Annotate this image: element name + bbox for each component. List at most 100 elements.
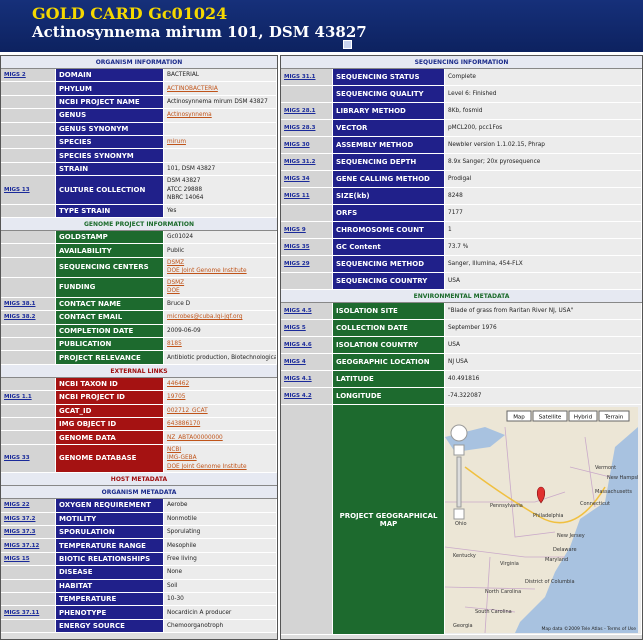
field-label: DISEASE	[56, 566, 164, 579]
map-type-button[interactable]	[506, 410, 532, 421]
migs-cell	[1, 244, 56, 257]
migs-cell	[1, 257, 56, 277]
value-text[interactable]: ACTINOBACTERIA	[167, 85, 218, 92]
migs-link[interactable]: MIGS 28.1	[284, 108, 316, 114]
field-label: PHYLUM	[56, 82, 164, 95]
migs-link[interactable]: MIGS 11	[284, 193, 310, 199]
value-text: 101, DSM 43827	[167, 165, 216, 172]
map-type-button[interactable]	[568, 410, 598, 421]
migs-link[interactable]: MIGS 9	[284, 227, 306, 233]
field-label: TYPE STRAIN	[56, 204, 164, 218]
field-label: GEOGRAPHIC LOCATION	[333, 354, 445, 370]
migs-cell	[281, 273, 333, 289]
value-line[interactable]: DSMZ	[167, 279, 185, 286]
zoom-in[interactable]	[453, 444, 465, 455]
field-label: AVAILABILITY	[56, 244, 164, 257]
migs-link[interactable]: MIGS 29	[284, 261, 310, 267]
migs-link[interactable]: MIGS 28.3	[284, 125, 316, 131]
migs-link[interactable]: MIGS 4.5	[284, 308, 312, 314]
map-type-label[interactable]: Terrain	[604, 414, 624, 420]
value-line[interactable]: DOE	[167, 288, 180, 295]
migs-link[interactable]: MIGS 35	[284, 244, 310, 250]
migs-cell	[1, 109, 56, 122]
map-type-button[interactable]	[598, 410, 630, 421]
migs-link[interactable]: MIGS 22	[4, 502, 30, 509]
migs-link[interactable]: MIGS 1.1	[4, 394, 32, 401]
migs-link[interactable]: MIGS 4.1	[284, 376, 312, 382]
migs-link[interactable]: MIGS 37.12	[4, 542, 40, 549]
value-text[interactable]: 446462	[167, 380, 190, 387]
value-line[interactable]: DOE Joint Genome Institute	[167, 268, 247, 275]
value-text[interactable]: 8185	[167, 341, 182, 348]
field-row: HABITAT Soil	[1, 579, 277, 593]
field-value: microbes@cuba.lgi-jgf.org	[164, 311, 277, 324]
field-row: SPECIES SYNONYM	[1, 149, 277, 163]
pan-control[interactable]	[450, 424, 468, 441]
field-value: 2009-06-09	[164, 324, 277, 337]
field-label: VECTOR	[333, 120, 445, 136]
field-row: MIGS 13 CULTURE COLLECTION DSM 43827 ATCC 2…	[1, 176, 277, 205]
field-row: MIGS 38.2 CONTACT EMAIL microbes@cuba.lgi-…	[1, 311, 277, 325]
value-text: Bruce D	[167, 300, 191, 307]
value-line[interactable]: NCBI	[167, 446, 182, 453]
map-type-label[interactable]: Satellite	[539, 414, 562, 420]
field-value: Antibiotic production, Biotechnological,…	[164, 351, 277, 364]
migs-link[interactable]: MIGS 38.1	[4, 300, 36, 307]
zoom-out[interactable]	[453, 508, 465, 519]
field-label: COMPLETION DATE	[56, 324, 164, 337]
migs-link[interactable]: MIGS 34	[284, 176, 310, 182]
migs-link[interactable]: MIGS 33	[4, 455, 30, 462]
migs-link[interactable]: MIGS 4.6	[284, 342, 312, 348]
value-line[interactable]: DOE Joint Genome Institute	[167, 463, 247, 470]
value-text[interactable]: Actinosynnema	[167, 112, 212, 119]
field-value: DSMZ DOE	[164, 277, 277, 297]
field-row: MIGS 37.2 MOTILITY Nonmotile	[1, 512, 277, 526]
migs-link[interactable]: MIGS 31.1	[284, 74, 316, 80]
map-type-label[interactable]: Map	[513, 414, 525, 420]
section-header: GENOME PROJECT INFORMATION	[1, 218, 277, 232]
field-label: GENE CALLING METHOD	[333, 171, 445, 187]
value-line[interactable]: DSMZ	[167, 259, 185, 266]
migs-cell: MIGS 13	[1, 176, 56, 204]
field-label: GC Content	[333, 239, 445, 255]
migs-link[interactable]: MIGS 38.2	[4, 314, 36, 321]
value-text[interactable]: 643886170	[167, 421, 201, 428]
migs-cell: MIGS 37.3	[1, 525, 56, 539]
migs-cell	[1, 277, 56, 297]
place-label: New Hampshire	[607, 475, 638, 481]
value-text: Aerobe	[167, 502, 188, 509]
map-type-button[interactable]	[532, 410, 568, 421]
migs-link[interactable]: MIGS 4	[284, 359, 306, 365]
value-text[interactable]: mirum	[167, 139, 186, 146]
field-row: STRAIN 101, DSM 43827	[1, 162, 277, 177]
migs-link[interactable]: MIGS 13	[4, 186, 30, 193]
migs-link[interactable]: MIGS 2	[4, 72, 26, 79]
migs-link[interactable]: MIGS 37.2	[4, 515, 36, 522]
migs-link[interactable]: MIGS 30	[284, 142, 310, 148]
migs-link[interactable]: MIGS 5	[284, 325, 306, 331]
value-text[interactable]: microbes@cuba.lgi-jgf.org	[167, 314, 243, 321]
migs-link[interactable]: MIGS 4.2	[284, 393, 312, 399]
field-label: SIZE(kb)	[333, 188, 445, 204]
migs-link[interactable]: MIGS 31.2	[284, 159, 316, 165]
place-label: Virginia	[500, 561, 519, 567]
migs-cell	[1, 351, 56, 364]
migs-link[interactable]: MIGS 37.11	[4, 609, 40, 616]
migs-link[interactable]: MIGS 15	[4, 555, 30, 562]
collapse-icon[interactable]	[343, 40, 352, 49]
field-label: ISOLATION SITE	[333, 303, 445, 319]
field-value: 643886170	[164, 417, 277, 431]
value-line[interactable]: IMG-GEBA	[167, 455, 197, 462]
value-text[interactable]: 19705	[167, 394, 186, 401]
migs-cell: MIGS 4.1	[281, 371, 333, 387]
migs-link[interactable]: MIGS 37.3	[4, 529, 36, 536]
map-type-label[interactable]: Hybrid	[574, 414, 592, 420]
field-row: MIGS 33 GENOME DATABASE NCBI IMG-GEBA DOE Jo…	[1, 444, 277, 474]
migs-cell	[1, 204, 56, 218]
field-value: Soil	[164, 579, 277, 592]
value-text: Level 6: Finished	[448, 91, 497, 97]
value-text[interactable]: NZ_ABTA00000000	[167, 434, 223, 441]
value-text: 7177	[448, 210, 463, 216]
value-text: 8.9x Sanger; 20x pyrosequence	[448, 159, 541, 165]
value-text[interactable]: 002712_GCAT	[167, 407, 208, 414]
